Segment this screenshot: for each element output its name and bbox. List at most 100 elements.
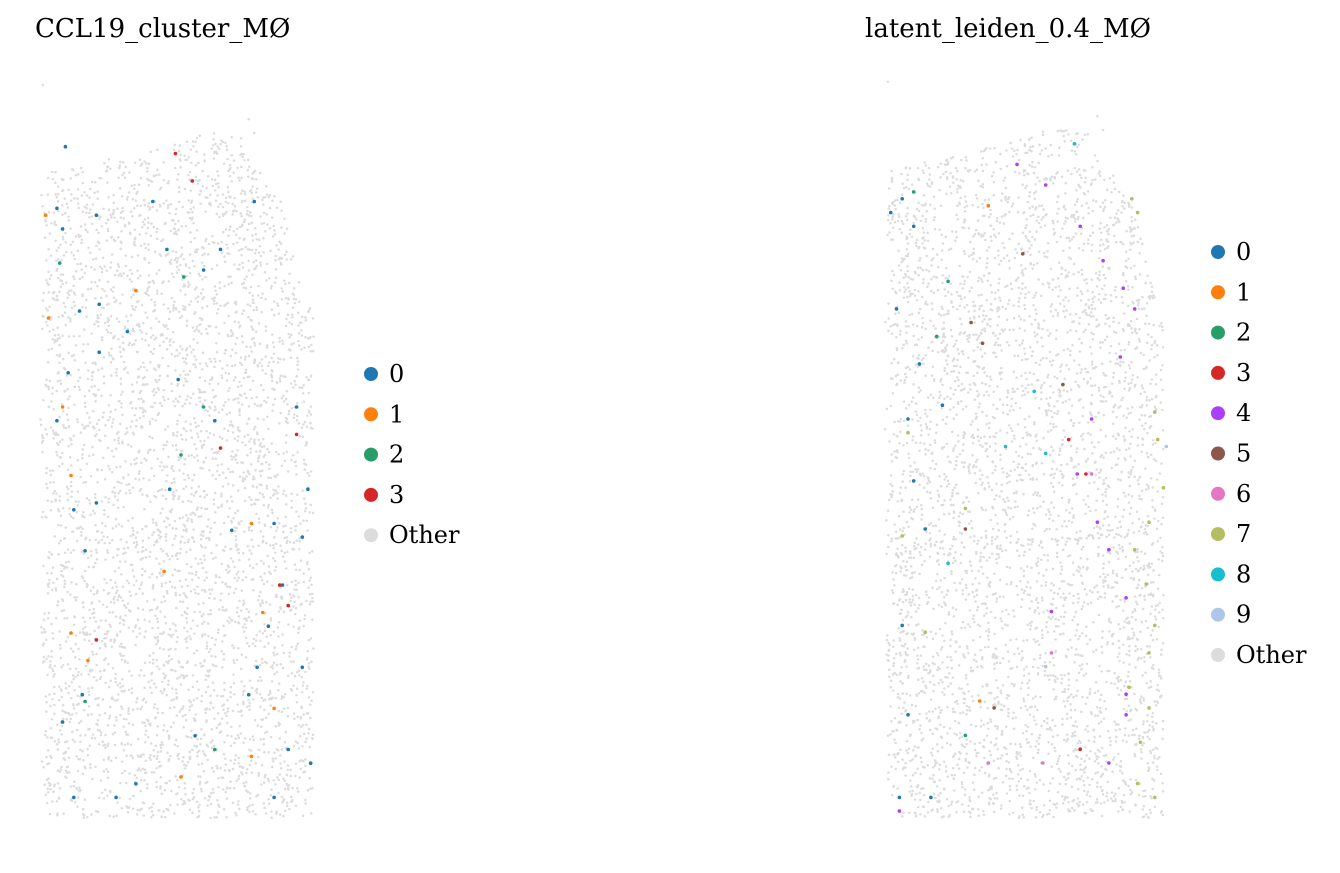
point-cluster-4 bbox=[897, 809, 902, 813]
legend-label-other: Other bbox=[1236, 641, 1307, 669]
point-cluster-7 bbox=[1144, 582, 1148, 586]
point-cluster-5 bbox=[1021, 252, 1025, 256]
point-cluster-4 bbox=[1124, 596, 1128, 600]
point-cluster-7 bbox=[1135, 781, 1140, 786]
series-8 bbox=[946, 142, 1077, 566]
series-5 bbox=[963, 252, 1065, 710]
point-cluster-0 bbox=[923, 527, 927, 531]
panel-2-legend: 0 1 2 3 4 5 6 7 8 9 Other bbox=[1211, 238, 1307, 669]
point-cluster-7 bbox=[1147, 651, 1151, 655]
point-cluster-7 bbox=[923, 630, 927, 634]
point-cluster-7 bbox=[1138, 740, 1143, 745]
legend-label-4: 4 bbox=[1236, 399, 1251, 427]
legend-marker-1 bbox=[364, 407, 378, 422]
point-cluster-8 bbox=[1003, 444, 1008, 449]
legend-label-0: 0 bbox=[1236, 238, 1251, 266]
point-cluster-0 bbox=[911, 479, 916, 483]
point-cluster-7 bbox=[1153, 623, 1157, 628]
point-cluster-7 bbox=[1153, 410, 1157, 414]
point-cluster-0 bbox=[911, 224, 916, 229]
legend-label-2: 2 bbox=[389, 441, 404, 469]
background-points-other bbox=[883, 80, 1165, 820]
point-cluster-7 bbox=[1153, 795, 1157, 800]
point-cluster-0 bbox=[66, 371, 70, 375]
point-cluster-0 bbox=[72, 795, 76, 800]
point-cluster-0 bbox=[55, 206, 59, 211]
point-cluster-0 bbox=[165, 247, 169, 252]
point-cluster-5 bbox=[1061, 382, 1065, 387]
legend-marker-other bbox=[1211, 648, 1225, 662]
legend-marker-4 bbox=[1211, 406, 1225, 421]
point-cluster-0 bbox=[63, 144, 68, 149]
legend-marker-3 bbox=[1211, 365, 1225, 380]
point-cluster-2 bbox=[963, 733, 968, 738]
legend-marker-3 bbox=[364, 487, 378, 502]
legend-marker-1 bbox=[1211, 285, 1225, 300]
point-cluster-1 bbox=[261, 610, 265, 615]
panel-1-title: CCL19_cluster_MØ bbox=[35, 14, 290, 44]
series-3 bbox=[1066, 437, 1088, 751]
legend-marker-other bbox=[364, 528, 378, 543]
legend-label-8: 8 bbox=[1236, 560, 1251, 588]
point-cluster-4 bbox=[1095, 520, 1100, 524]
point-cluster-0 bbox=[55, 418, 59, 423]
legend-marker-6 bbox=[1211, 486, 1225, 501]
point-cluster-0 bbox=[900, 197, 904, 201]
series-2 bbox=[911, 190, 968, 738]
point-cluster-0 bbox=[272, 521, 276, 526]
legend-label-5: 5 bbox=[1236, 440, 1251, 468]
point-cluster-0 bbox=[97, 302, 101, 307]
point-cluster-6 bbox=[1041, 761, 1045, 765]
point-cluster-5 bbox=[969, 320, 973, 325]
point-cluster-0 bbox=[252, 199, 257, 204]
point-cluster-0 bbox=[213, 418, 217, 423]
point-cluster-1 bbox=[272, 706, 276, 711]
legend-label-2: 2 bbox=[1236, 319, 1251, 347]
point-cluster-0 bbox=[300, 665, 305, 670]
point-cluster-4 bbox=[1089, 417, 1094, 421]
point-cluster-0 bbox=[134, 782, 138, 786]
series-2 bbox=[57, 261, 217, 752]
point-cluster-1 bbox=[134, 288, 138, 293]
point-cluster-3 bbox=[1078, 747, 1082, 751]
point-cluster-9 bbox=[1043, 664, 1048, 669]
point-cluster-4 bbox=[1101, 258, 1105, 263]
series-0 bbox=[888, 197, 945, 800]
point-cluster-7 bbox=[906, 430, 910, 435]
point-cluster-0 bbox=[72, 508, 76, 512]
panel-2-scatter bbox=[883, 80, 1169, 820]
point-cluster-1 bbox=[986, 203, 991, 208]
point-cluster-4 bbox=[1118, 355, 1123, 359]
series-9 bbox=[1043, 444, 1169, 669]
point-cluster-7 bbox=[1132, 547, 1137, 552]
point-cluster-0 bbox=[80, 692, 85, 697]
point-cluster-0 bbox=[83, 549, 87, 553]
point-cluster-1 bbox=[249, 754, 254, 759]
point-cluster-0 bbox=[906, 713, 910, 717]
point-cluster-2 bbox=[934, 334, 939, 339]
panel-ccl19-cluster: CCL19_cluster_MØ 0 1 2 3 Other bbox=[35, 14, 460, 820]
series-0 bbox=[55, 144, 313, 800]
point-cluster-0 bbox=[125, 329, 130, 334]
point-cluster-4 bbox=[1107, 547, 1111, 552]
point-cluster-0 bbox=[280, 583, 285, 587]
point-cluster-0 bbox=[897, 795, 902, 800]
legend-marker-0 bbox=[1211, 245, 1225, 259]
point-cluster-3 bbox=[190, 179, 195, 183]
point-cluster-3 bbox=[94, 638, 99, 642]
point-cluster-0 bbox=[94, 501, 99, 505]
point-cluster-0 bbox=[218, 247, 223, 252]
point-cluster-0 bbox=[60, 227, 65, 231]
point-cluster-2 bbox=[83, 699, 87, 704]
point-cluster-1 bbox=[977, 699, 982, 703]
point-cluster-0 bbox=[193, 734, 197, 738]
point-cluster-8 bbox=[946, 561, 950, 566]
legend-label-7: 7 bbox=[1236, 520, 1251, 548]
point-cluster-4 bbox=[1121, 286, 1125, 291]
point-cluster-5 bbox=[980, 341, 985, 346]
legend-marker-7 bbox=[1211, 527, 1225, 542]
point-cluster-4 bbox=[1015, 162, 1019, 167]
point-cluster-3 bbox=[1066, 437, 1071, 442]
point-cluster-1 bbox=[69, 631, 73, 635]
point-cluster-3 bbox=[1084, 472, 1088, 476]
